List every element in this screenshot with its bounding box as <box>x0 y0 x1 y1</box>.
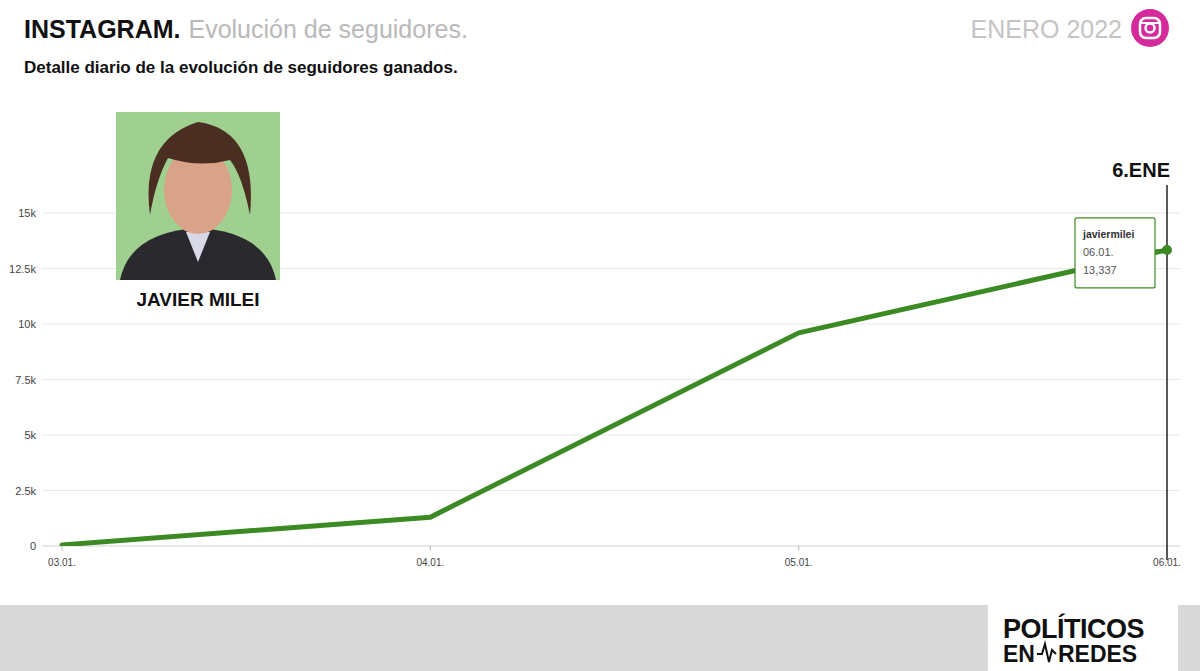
grid-line <box>42 379 1180 380</box>
x-tick <box>62 546 63 551</box>
y-tick-label: 5k <box>24 429 36 441</box>
logo-text: POLÍTICOS <box>1003 613 1144 644</box>
tooltip: javiermilei 06.01. 13,337 <box>1075 218 1162 288</box>
x-tick-label: 04.01. <box>416 557 444 568</box>
x-tick-label: 03.01. <box>48 557 76 568</box>
logo-heartbeat <box>1037 644 1056 662</box>
y-tick-label: 15k <box>18 207 36 219</box>
description: Detalle diario de la evolución de seguid… <box>24 58 458 77</box>
icon-glyph <box>1140 18 1160 38</box>
y-tick-label: 12.5k <box>9 263 36 275</box>
tooltip-date: 06.01. <box>1083 246 1114 258</box>
tooltip-name: javiermilei <box>1082 228 1134 240</box>
tooltip-connector <box>1155 249 1162 250</box>
tooltip-box <box>1075 218 1155 288</box>
y-tick-label: 0 <box>30 540 36 552</box>
icon-circle <box>1131 9 1169 47</box>
portrait <box>116 112 280 280</box>
chart-root: INSTAGRAM. Evolución de seguidores. ENERO … <box>0 0 1200 671</box>
data-label: 13,337 <box>1083 264 1117 276</box>
title: INSTAGRAM. <box>24 15 180 43</box>
grid-line <box>42 324 1180 325</box>
x-tick-label: 05.01. <box>785 557 813 568</box>
annotation: 6.ENE <box>1112 159 1170 181</box>
x-tick <box>798 546 799 551</box>
instagram-icon <box>1131 9 1169 47</box>
x-tick <box>430 546 431 551</box>
cursor-line <box>1166 185 1168 560</box>
grid-line <box>42 490 1180 491</box>
icon-glyph <box>1146 24 1155 33</box>
y-tick-label: 10k <box>18 318 36 330</box>
background <box>0 0 1200 671</box>
icon-glyph <box>1140 22 1160 24</box>
footer-band <box>0 605 1200 671</box>
portrait-suit <box>120 228 276 280</box>
y-tick-label: 2.5k <box>15 485 36 497</box>
series-line <box>62 250 1167 545</box>
portrait-bg <box>116 112 280 280</box>
y-tick-label: 7.5k <box>15 374 36 386</box>
portrait-shirt <box>186 232 210 262</box>
point <box>1162 245 1172 255</box>
data-layer <box>62 245 1172 545</box>
logo-box <box>988 597 1178 671</box>
portrait-hair <box>149 122 251 215</box>
logo-text: EN <box>1003 641 1035 667</box>
person-name: JAVIER MILEI <box>136 289 259 310</box>
logo-text: REDES <box>1058 641 1137 667</box>
grid-line <box>42 435 1180 436</box>
grid <box>42 213 1180 546</box>
subtitle: Evolución de seguidores. <box>188 15 467 43</box>
period: ENERO 2022 <box>971 15 1122 43</box>
grid-line <box>42 546 1180 547</box>
